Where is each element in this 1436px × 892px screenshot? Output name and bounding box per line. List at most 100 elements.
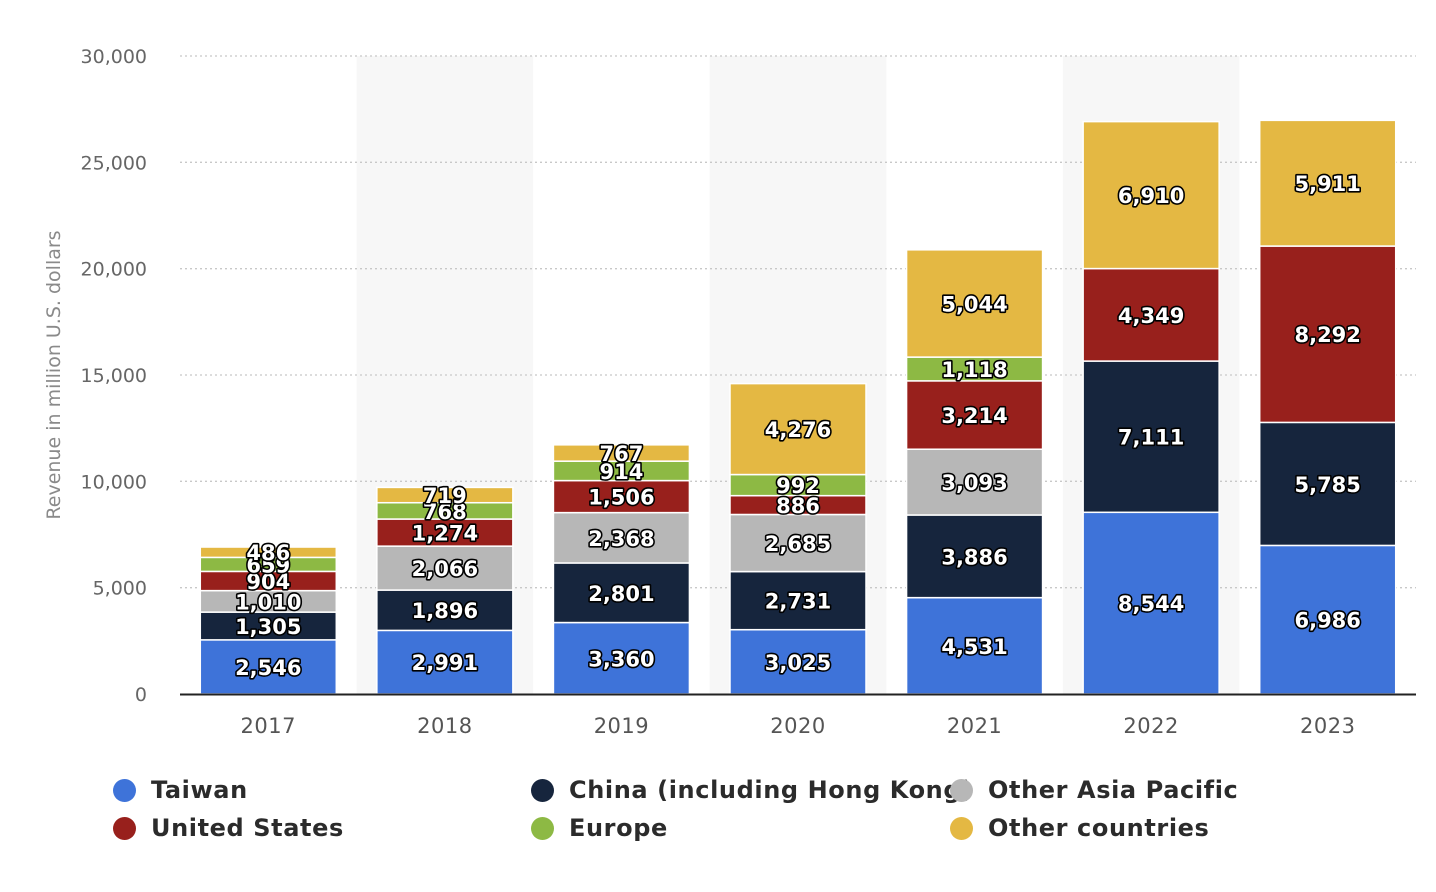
legend: Taiwan China (including Hong Kong) Other A… <box>0 760 1436 892</box>
data-label: 2,546 <box>235 656 301 680</box>
data-label: 3,214 <box>941 404 1007 428</box>
legend-label: Other Asia Pacific <box>988 776 1239 804</box>
data-label: 3,360 <box>588 647 654 671</box>
data-label: 768 <box>423 500 467 524</box>
data-label: 1,118 <box>941 358 1007 382</box>
bar-segment-united-states <box>1258 245 1397 424</box>
y-tick-label: 15,000 <box>81 365 147 387</box>
data-label: 3,093 <box>941 471 1007 495</box>
data-label: 6,910 <box>1118 184 1184 208</box>
y-axis-title: Revenue in million U.S. dollars <box>43 230 65 519</box>
data-label: 1,896 <box>412 599 478 623</box>
bar-segment-other-countries <box>905 249 1044 358</box>
data-label: 7,111 <box>1118 426 1184 450</box>
y-tick-label: 30,000 <box>81 46 147 68</box>
data-label: 3,025 <box>765 651 831 675</box>
legend-marker-icon <box>531 778 554 802</box>
legend-label: Other countries <box>988 814 1210 842</box>
bar-segment-other-asia-pacific <box>729 513 867 573</box>
data-label: 5,044 <box>941 292 1007 316</box>
data-label: 1,010 <box>235 590 301 614</box>
data-label: 904 <box>246 570 290 594</box>
bar-segment-united-states <box>1082 267 1220 362</box>
data-label: 2,066 <box>412 557 478 581</box>
y-axis-ticks: 0 5,000 10,000 15,000 20,000 25,000 30,000 <box>81 46 147 706</box>
y-tick-label: 0 <box>135 684 147 706</box>
legend-label: Taiwan <box>151 776 248 804</box>
legend-marker-icon <box>113 816 136 840</box>
data-label: 719 <box>423 484 467 508</box>
x-tick-label: 2023 <box>1300 714 1355 738</box>
legend-marker-icon <box>113 778 136 802</box>
bar-segment-other-asia-pacific <box>905 448 1044 516</box>
legend-item-other-countries[interactable]: Other countries <box>950 813 1209 843</box>
data-label: 4,276 <box>765 418 831 442</box>
data-label: 2,685 <box>765 532 831 556</box>
bar-segment-taiwan <box>905 596 1044 695</box>
bar-segment-united-states <box>376 518 514 547</box>
x-tick-label: 2021 <box>947 714 1002 738</box>
legend-item-united-states[interactable]: United States <box>113 813 344 843</box>
x-tick-label: 2020 <box>770 714 825 738</box>
stacked-bar-chart: 0 5,000 10,000 15,000 20,000 25,000 30,000 Rev… <box>43 46 1416 738</box>
data-label: 8,544 <box>1118 592 1184 616</box>
bar-segment-china-including-hong-kong- <box>1258 421 1397 547</box>
x-tick-label: 2018 <box>417 714 472 738</box>
bar-segment-china-including-hong-kong- <box>552 562 691 624</box>
data-label: 1,274 <box>412 522 478 546</box>
bars <box>199 119 1397 695</box>
data-label: 4,349 <box>1118 304 1184 328</box>
legend-item-europe[interactable]: Europe <box>531 813 668 843</box>
data-label: 914 <box>600 460 644 484</box>
x-tick-label: 2019 <box>594 714 649 738</box>
bar-segment-other-countries <box>1082 120 1220 270</box>
bar-segment-taiwan <box>552 621 691 695</box>
y-tick-label: 5,000 <box>93 578 147 600</box>
y-tick-label: 10,000 <box>81 471 147 493</box>
data-label: 2,731 <box>765 590 831 614</box>
data-label: 3,886 <box>941 545 1007 569</box>
data-label: 1,506 <box>588 486 654 510</box>
data-label: 767 <box>600 442 644 466</box>
bar-segment-other-countries <box>199 546 338 559</box>
bar-segment-other-countries <box>729 382 867 476</box>
bar-segment-china-including-hong-kong- <box>376 589 514 632</box>
legend-item-other-asia-pacific[interactable]: Other Asia Pacific <box>950 775 1238 805</box>
x-tick-label: 2022 <box>1123 714 1178 738</box>
bar-segment-other-countries <box>376 486 514 504</box>
data-label: 8,292 <box>1294 323 1360 347</box>
data-label: 2,991 <box>412 651 478 675</box>
y-tick-label: 25,000 <box>81 152 147 174</box>
data-label: 486 <box>246 541 290 565</box>
bar-segment-other-countries <box>1258 119 1397 247</box>
bar-segment-china-including-hong-kong- <box>905 514 1044 599</box>
legend-label: United States <box>151 814 344 842</box>
legend-item-taiwan[interactable]: Taiwan <box>113 775 248 805</box>
y-tick-label: 20,000 <box>81 259 147 281</box>
data-label: 992 <box>776 474 820 498</box>
x-axis-ticks: 2017 2018 2019 2020 2021 2022 2023 <box>241 714 1355 738</box>
bar-segment-other-countries <box>552 444 691 462</box>
data-label: 5,911 <box>1294 172 1360 196</box>
bar-segment-taiwan <box>1082 511 1220 695</box>
bar-segment-china-including-hong-kong- <box>729 570 867 631</box>
data-label: 1,305 <box>235 615 301 639</box>
data-label: 4,531 <box>941 635 1007 659</box>
x-tick-label: 2017 <box>241 714 296 738</box>
data-label: 2,368 <box>588 527 654 551</box>
data-label: 2,801 <box>588 582 654 606</box>
legend-label: Europe <box>569 814 668 842</box>
legend-marker-icon <box>950 816 973 840</box>
bar-segment-china-including-hong-kong- <box>1082 360 1220 514</box>
legend-item-china-including-hong-kong[interactable]: China (including Hong Kong) <box>531 775 973 805</box>
data-label: 659 <box>246 553 290 577</box>
bar-segment-china-including-hong-kong- <box>199 611 338 641</box>
bar-segment-taiwan <box>729 628 867 695</box>
legend-marker-icon <box>531 816 554 840</box>
data-label: 886 <box>776 494 820 518</box>
data-label: 6,986 <box>1294 609 1360 633</box>
legend-label: China (including Hong Kong) <box>569 776 973 804</box>
bar-segment-taiwan <box>199 639 338 695</box>
legend-marker-icon <box>950 778 973 802</box>
